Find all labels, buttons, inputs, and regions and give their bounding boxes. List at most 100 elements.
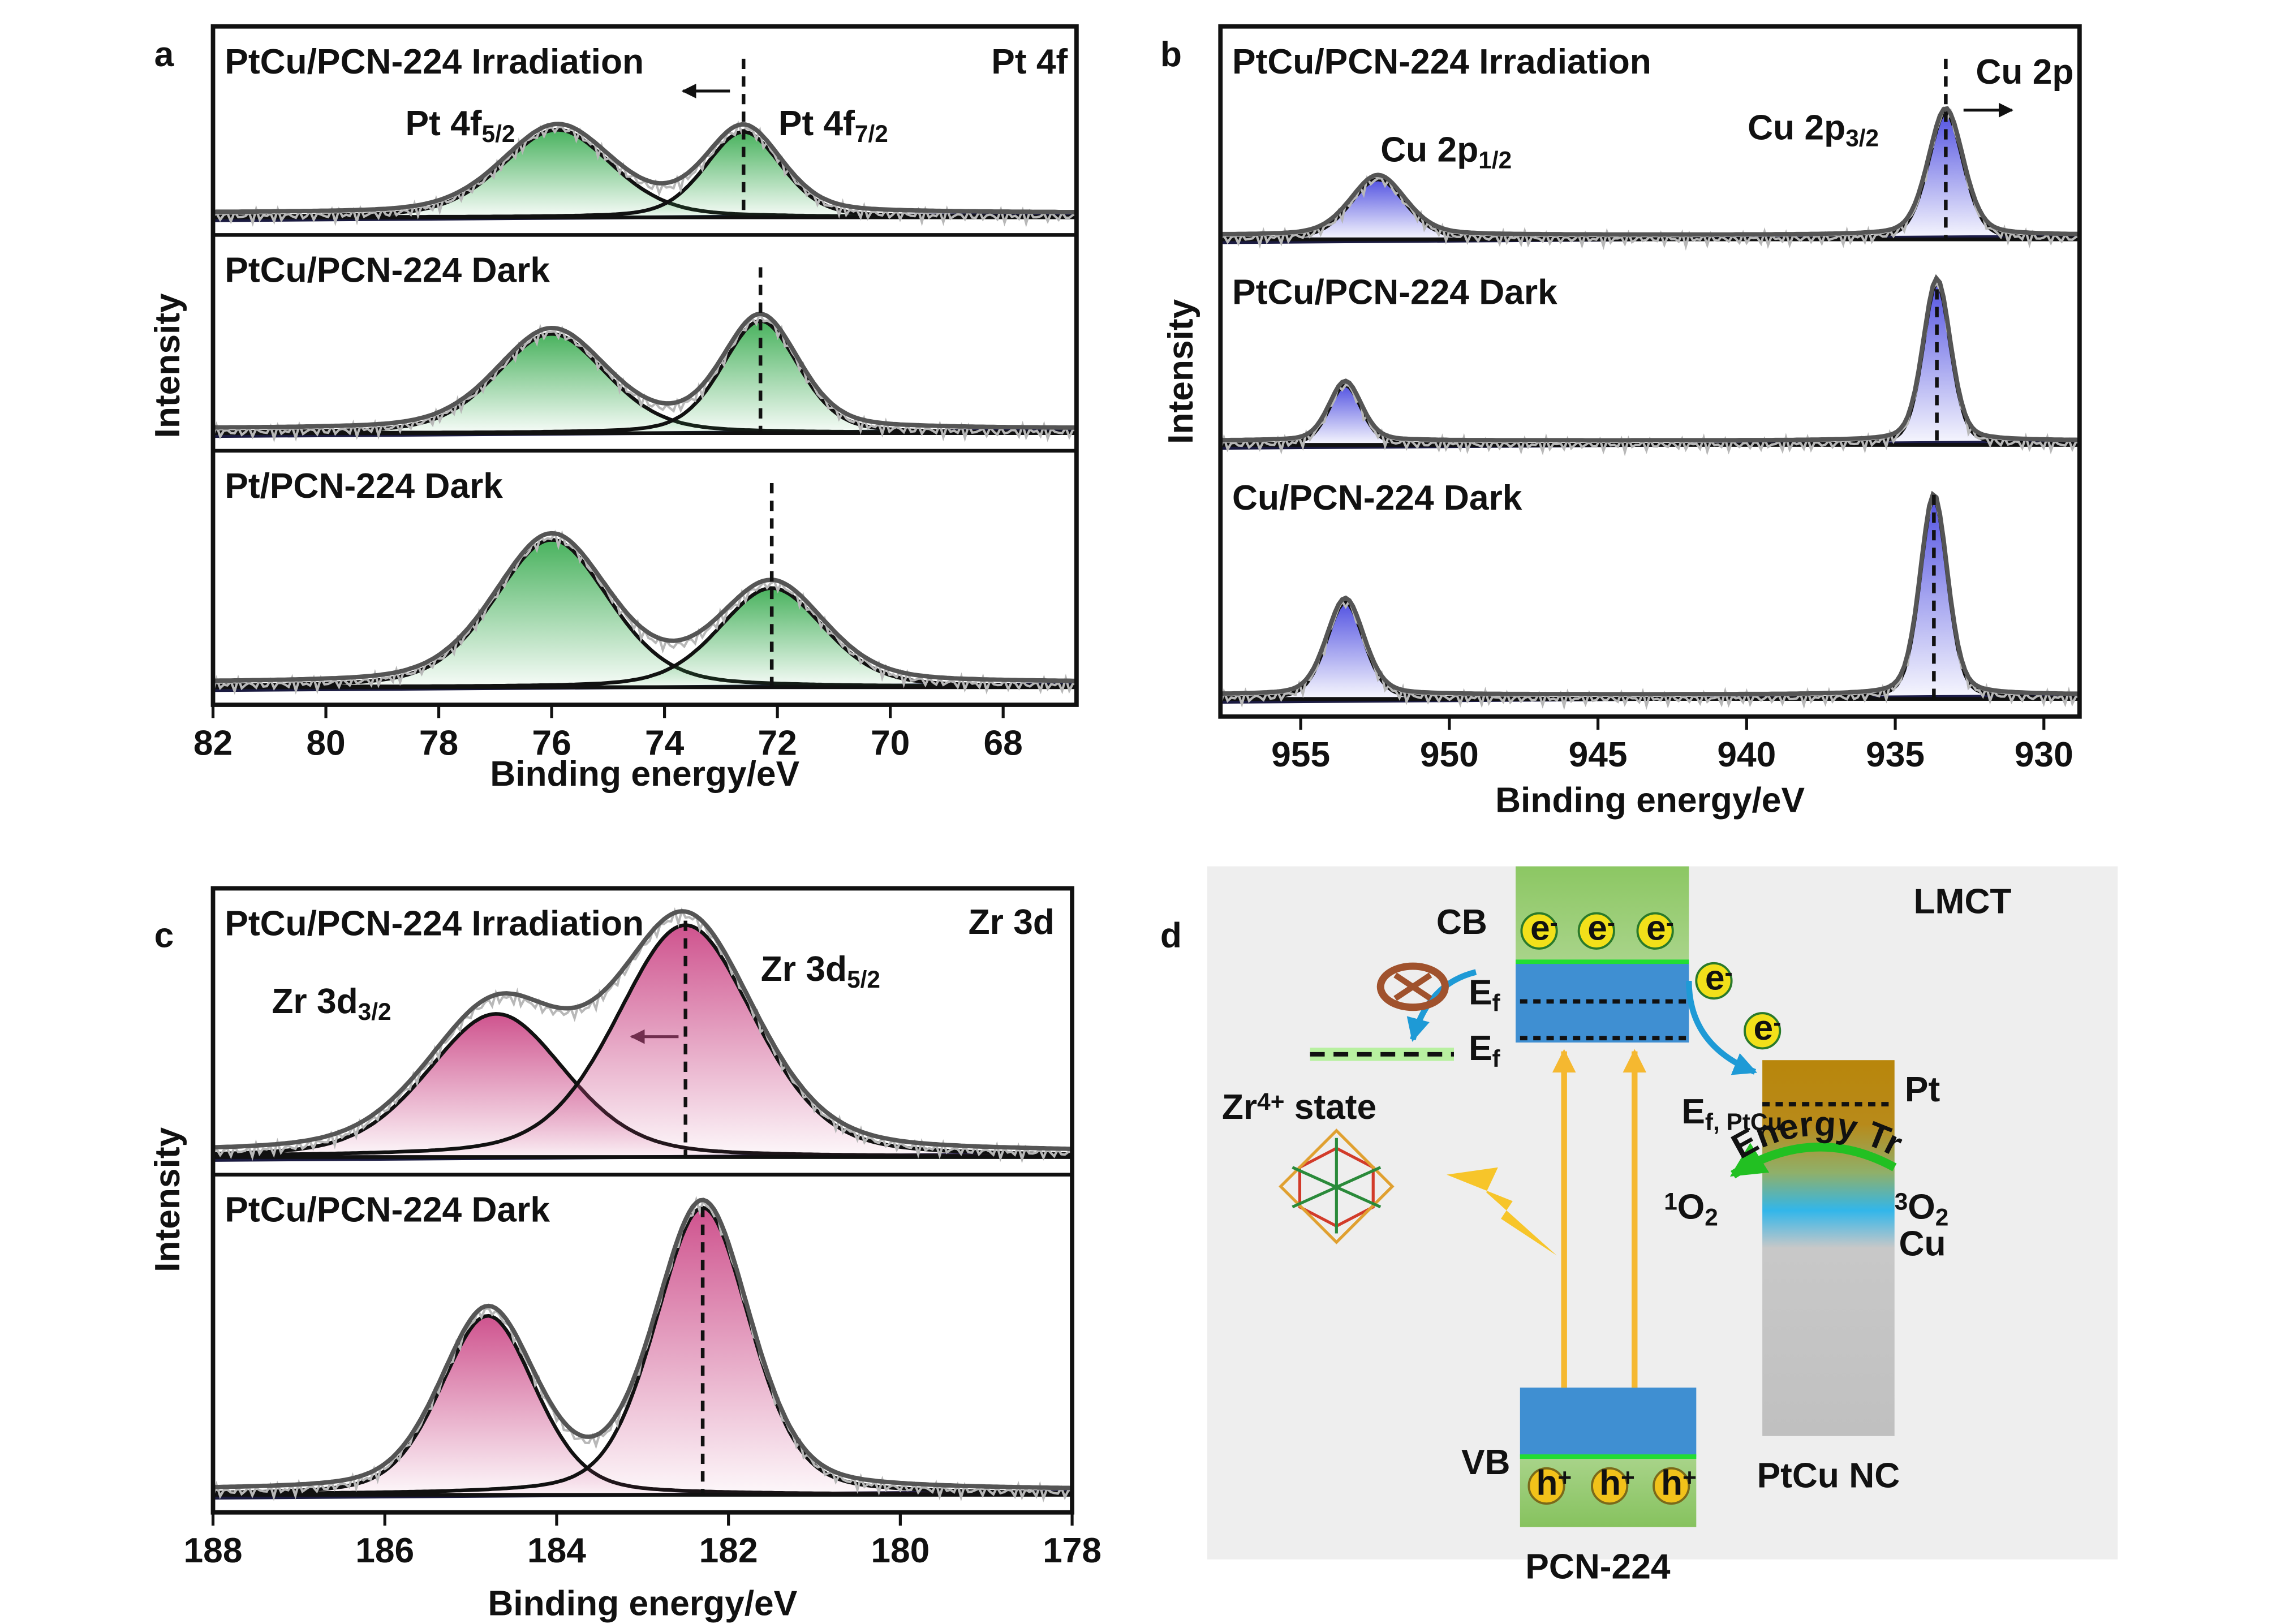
electron-label-part: e [1646,908,1666,947]
electron [1636,912,1674,950]
x-tick-label: 945 [1569,735,1628,774]
peak-label-part: Pt 4f [778,104,855,143]
peak-label-part: 7/2 [855,120,888,147]
pt-label: Pt [1905,1070,1940,1109]
fermi-label: Ef [1469,1029,1501,1072]
fermi-label-ptcu-part: E [1681,1092,1705,1131]
peak-label-part: 3/2 [1845,124,1879,151]
x-tick-label: 935 [1866,735,1925,774]
electron-label-part: - [1725,959,1733,986]
x-tick-label: 82 [193,723,233,763]
blocked-sign [1376,962,1449,1011]
triplet-oxygen-part: 2 [1935,1204,1949,1230]
cu-label: Cu [1899,1224,1946,1263]
fermi-label-part: E [1469,1029,1492,1068]
spectrum-label: PtCu/PCN-224 Dark [225,1191,550,1230]
electron-label-part: - [1666,909,1674,936]
peak-label-part: Zr 3d [272,982,358,1021]
fermi-label: Ef [1469,973,1501,1016]
light-bolt [1447,1167,1557,1256]
fit-envelope [1220,490,2080,697]
transfer-arrow [1686,981,1758,1075]
electron-label: e- [1587,908,1615,947]
zr-state-label-part: Zr [1222,1088,1257,1127]
singlet-oxygen-part: 1 [1664,1188,1677,1215]
spectrum-label: PtCu/PCN-224 Irradiation [225,904,644,944]
triplet-oxygen-part: O [1908,1188,1935,1227]
peak-label-part: 1/2 [1478,147,1512,173]
electron-label-part: e [1587,908,1607,947]
x-tick-label: 940 [1717,735,1776,774]
panel-letter: c [154,916,174,955]
plot-frame [210,24,1079,707]
plot-frame [210,886,1074,1515]
scheme [1207,866,2118,1560]
hole-label: h+ [1661,1464,1697,1503]
y-axis-label: Intensity [148,1127,187,1272]
peak-label-part: Pt 4f [406,104,482,143]
triplet-oxygen-part: 3 [1895,1188,1908,1215]
x-tick-label: 78 [419,723,458,763]
x-tick-label: 178 [1043,1531,1101,1570]
fitted-peak [211,538,1079,690]
energy-transfer-arrow [1729,1143,1897,1179]
peak-label: Pt 4f5/2 [406,104,515,147]
x-axis-label: Binding energy/eV [488,1584,797,1623]
zr-state-label-part: state [1284,1088,1376,1127]
fit-envelope [213,311,1077,430]
ptcu-nc-bar [1762,1060,1895,1436]
x-tick-label: 950 [1420,735,1479,774]
panel-letter: d [1160,916,1182,955]
x-tick-label: 930 [2015,735,2073,774]
vb-band [1520,1388,1697,1457]
singlet-oxygen-part: 2 [1705,1204,1718,1230]
electron [1520,912,1558,950]
ptcu-nc-label: PtCu NC [1757,1457,1900,1496]
x-tick-label: 180 [871,1531,930,1570]
peak-label: Zr 3d5/2 [761,950,880,993]
x-axis-label: Binding energy/eV [1495,781,1805,820]
hole-label: h+ [1599,1464,1635,1503]
electron-label-part: e [1754,1009,1774,1048]
peak-label: Cu 2p1/2 [1380,131,1512,174]
fermi-label-part: E [1469,973,1492,1013]
hole-label-part: + [1683,1464,1697,1491]
x-tick-label: 68 [984,723,1023,763]
electron-label-part: - [1607,909,1615,936]
fit-envelope [1220,274,2080,443]
electron [1744,1012,1782,1050]
fitted-peak [211,128,1079,219]
x-tick-label: 188 [184,1531,243,1570]
hole-label-part: h [1536,1464,1557,1503]
lmct-label: LMCT [1913,882,2011,921]
hole-label-part: h [1599,1464,1621,1503]
peak-label: Cu 2p3/2 [1748,109,1879,152]
blocked-sign [1393,972,1432,1001]
x-tick-label: 80 [306,723,345,763]
x-tick-label: 182 [699,1531,758,1570]
electron [1577,912,1615,950]
x-tick-label: 186 [355,1531,414,1570]
pcn-label: PCN-224 [1525,1548,1671,1587]
spectrum-label: PtCu/PCN-224 Irradiation [1232,42,1651,81]
hole [1527,1467,1565,1505]
peak-label-part: Cu 2p [1380,131,1478,170]
hole-label-part: + [1557,1464,1572,1491]
zr-state-label-part: 4+ [1257,1088,1284,1115]
y-axis-label: Intensity [148,293,187,438]
panel-letter: b [1160,35,1182,74]
peak-label-part: 3/2 [358,998,391,1025]
electron-label: e- [1646,908,1674,947]
spectrum-label: PtCu/PCN-224 Dark [1232,273,1557,312]
spectrum-label: PtCu/PCN-224 Irradiation [225,42,644,81]
fermi-label-part: f [1492,1045,1501,1072]
fit-envelope [213,122,1077,214]
fit-envelope [213,531,1077,683]
fitted-peak [211,332,1079,436]
spectrum-label: Cu/PCN-224 Dark [1232,479,1522,518]
fit-envelope [213,909,1073,1151]
hole-label: h+ [1536,1464,1572,1503]
transfer-arrow [1406,969,1477,1042]
peak-label-part: Zr 3d [761,950,847,989]
